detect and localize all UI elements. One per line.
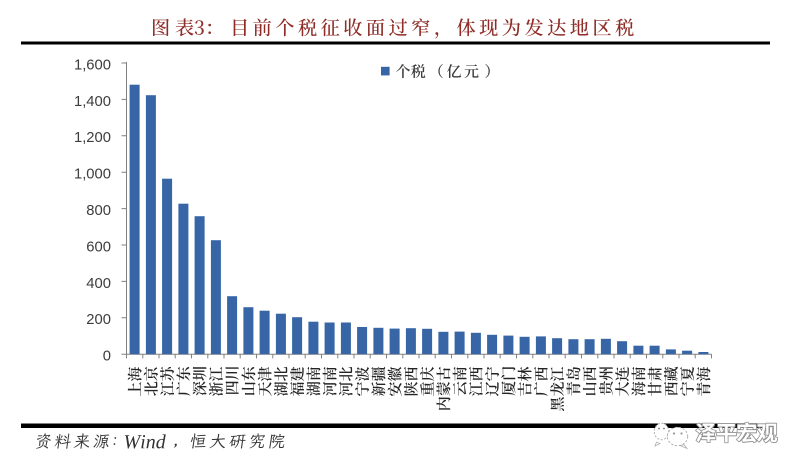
svg-text:1,600: 1,600 <box>74 57 111 73</box>
svg-text:1,000: 1,000 <box>74 167 111 183</box>
svg-text:400: 400 <box>86 276 111 292</box>
svg-text:200: 200 <box>86 312 111 328</box>
svg-text:1,400: 1,400 <box>74 94 111 110</box>
svg-text:1,200: 1,200 <box>74 130 111 146</box>
svg-text:800: 800 <box>86 203 111 219</box>
svg-text:0: 0 <box>103 349 111 365</box>
svg-text:600: 600 <box>86 239 111 255</box>
